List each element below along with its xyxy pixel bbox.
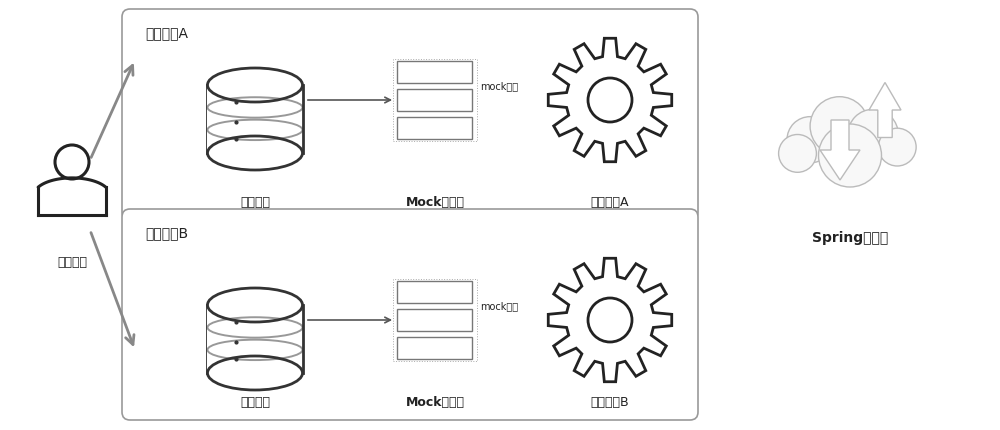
Text: 开发人员: 开发人员: [57, 255, 87, 268]
Circle shape: [878, 129, 916, 166]
Text: Spring上下文: Spring上下文: [812, 230, 888, 244]
Text: 测试流程B: 测试流程B: [591, 395, 629, 408]
Polygon shape: [548, 39, 672, 163]
Bar: [207, 86, 302, 154]
Ellipse shape: [207, 137, 302, 171]
Ellipse shape: [207, 289, 302, 322]
Bar: [207, 305, 302, 373]
Text: Mock的服务: Mock的服务: [406, 196, 464, 209]
Bar: [397, 281, 472, 303]
Bar: [397, 118, 472, 140]
Bar: [397, 309, 472, 331]
Bar: [397, 90, 472, 112]
Text: 测试用例B: 测试用例B: [145, 225, 188, 240]
Circle shape: [588, 79, 632, 123]
Ellipse shape: [207, 356, 302, 390]
Text: 测试流程A: 测试流程A: [591, 196, 629, 209]
Circle shape: [55, 146, 89, 180]
Text: mock服务: mock服务: [480, 300, 518, 310]
Circle shape: [779, 135, 816, 173]
Bar: [397, 337, 472, 359]
FancyBboxPatch shape: [122, 209, 698, 420]
Text: 测试数据: 测试数据: [240, 196, 270, 209]
Text: 测试数据: 测试数据: [240, 395, 270, 408]
Polygon shape: [820, 121, 860, 181]
FancyBboxPatch shape: [122, 10, 698, 221]
Circle shape: [787, 117, 833, 163]
Text: Mock的服务: Mock的服务: [406, 395, 464, 408]
Text: 测试用例A: 测试用例A: [145, 26, 188, 40]
Circle shape: [818, 125, 882, 187]
Polygon shape: [869, 83, 901, 138]
Circle shape: [810, 98, 869, 156]
Ellipse shape: [207, 69, 302, 103]
Polygon shape: [548, 259, 672, 382]
Bar: [397, 62, 472, 84]
Circle shape: [848, 110, 898, 160]
Circle shape: [588, 298, 632, 342]
Text: mock服务: mock服务: [480, 81, 518, 91]
